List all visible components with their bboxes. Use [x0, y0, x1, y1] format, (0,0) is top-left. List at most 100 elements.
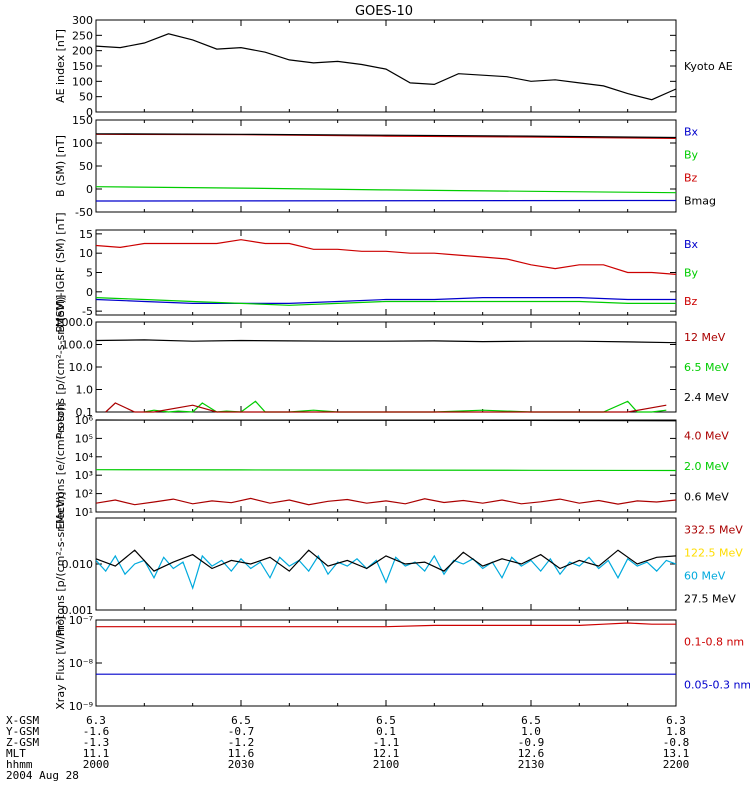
footer-value: 2030 — [228, 758, 255, 771]
series-bmag — [95, 133, 677, 139]
y-tick-label: 100.0 — [62, 339, 94, 352]
y-tick-label: -5 — [82, 305, 93, 318]
footer-value: -1.2 — [228, 736, 255, 749]
footer-date: 2004 Aug 28 — [6, 769, 79, 782]
series-4-0-mev — [95, 497, 677, 506]
series-0-6-mev — [95, 419, 677, 422]
panel-frame — [95, 19, 677, 113]
panel-frame — [95, 419, 677, 513]
legend-0-1-0-8-nm: 0.1-0.8 nm — [684, 636, 744, 649]
y-tick-label: 50 — [79, 91, 93, 104]
panel-frame — [95, 619, 677, 707]
series-by — [95, 186, 677, 194]
panel-2: -50 0 50 100 150 B (SM) [nT] Bx By Bz Bmag — [54, 114, 716, 219]
footer-value: 6.5 — [231, 714, 251, 727]
y-tick-label: 15 — [79, 228, 93, 241]
y-tick-label: 10² — [75, 488, 93, 501]
y-axis-label: Electrons [e/(cm²-s-sr)] — [54, 402, 67, 529]
series-2-0-mev — [95, 469, 677, 472]
y-tick-label: 150 — [72, 114, 93, 127]
footer-value: 11.6 — [228, 747, 255, 760]
y-tick-label: 0.010 — [62, 558, 94, 571]
y-tick-label: 10⁶ — [75, 414, 94, 427]
legend-0-6-mev: 0.6 MeV — [684, 491, 729, 504]
y-tick-label: 10⁵ — [75, 432, 93, 445]
legend-by: By — [684, 267, 699, 280]
legend-kyoto-ae: Kyoto AE — [684, 60, 733, 73]
footer-value: -1.3 — [83, 736, 110, 749]
legend-332-5-mev: 332.5 MeV — [684, 524, 743, 537]
footer-value: 2000 — [83, 758, 110, 771]
y-tick-label: 10 — [79, 247, 93, 260]
y-tick-label: 10⁴ — [75, 451, 94, 464]
footer-value: 6.5 — [521, 714, 541, 727]
series-by — [95, 297, 676, 306]
series-bx — [95, 297, 676, 304]
y-tick-label: 0 — [86, 106, 93, 119]
footer-value: 6.3 — [666, 714, 686, 727]
series-12-mev — [105, 402, 667, 413]
y-tick-label: 1.0 — [76, 384, 94, 397]
y-axis-label: B (SM) [nT] — [54, 135, 67, 197]
y-tick-label: 10⁻⁸ — [69, 657, 94, 670]
footer-value: 1.8 — [666, 725, 686, 738]
series-27-5-mev — [95, 549, 677, 572]
y-tick-label: 50 — [79, 160, 93, 173]
y-tick-label: 1000.0 — [55, 316, 94, 329]
legend-by: By — [684, 149, 699, 162]
footer-value: -0.9 — [518, 736, 545, 749]
footer-value: 6.5 — [376, 714, 396, 727]
footer-value: -1.1 — [373, 736, 400, 749]
legend-bz: Bz — [684, 295, 698, 308]
series-6-5-mev — [144, 400, 667, 413]
legend-bz: Bz — [684, 172, 698, 185]
legend-2-0-mev: 2.0 MeV — [684, 460, 729, 473]
legend-60-mev: 60 MeV — [684, 570, 726, 583]
y-tick-label: 300 — [72, 14, 93, 27]
footer-value: 2200 — [663, 758, 690, 771]
plot-title: GOES-10 — [355, 4, 413, 19]
y-axis-label: Protons [p/(cm²-s-sr-MeV)] — [54, 295, 67, 440]
y-axis-label: Protons [p/(cm²-s-sr-MeV)] — [54, 492, 67, 637]
y-tick-label: 250 — [72, 29, 93, 42]
legend-0-05-0-3-nm: 0.05-0.3 nm — [684, 679, 750, 692]
series-kyoto-ae — [95, 33, 677, 101]
footer-value: 1.0 — [521, 725, 541, 738]
footer-ephemeris: X-GSM 6.3 6.5 6.5 6.5 6.3 Y-GSM -1.6 -0.7 0.1 1.0 1… — [6, 714, 689, 782]
legend-bmag: Bmag — [684, 195, 716, 208]
panel-frame — [95, 517, 677, 611]
series-bz — [95, 239, 677, 275]
footer-row-label: X-GSM — [6, 714, 39, 727]
y-tick-label: 0.001 — [62, 604, 94, 617]
y-axis-label: Xray Flux [W/m²] — [54, 616, 67, 709]
footer-row-label: hhmm — [6, 758, 33, 771]
y-tick-label: 10⁻⁷ — [69, 614, 93, 627]
footer-value: 13.1 — [663, 747, 690, 760]
panel-3: -5 0 5 10 15 B (SM)-IGRF (SM) [nT] Bx By Bz — [54, 212, 699, 332]
series-bx — [95, 199, 677, 202]
legend-bx: Bx — [684, 126, 699, 139]
footer-value: 11.1 — [83, 747, 110, 760]
legend-122-5-mev: 122.5 MeV — [684, 547, 743, 560]
y-tick-label: 150 — [72, 60, 93, 73]
footer-row-label: Z-GSM — [6, 736, 39, 749]
footer-value: 2130 — [518, 758, 545, 771]
series-60-mev — [95, 554, 677, 590]
footer-value: -0.8 — [663, 736, 690, 749]
legend-12-mev: 12 MeV — [684, 331, 726, 344]
y-tick-label: 5 — [86, 267, 93, 280]
legend-27-5-mev: 27.5 MeV — [684, 593, 736, 606]
legend-bx: Bx — [684, 238, 699, 251]
y-tick-label: 100 — [72, 137, 93, 150]
y-tick-label: 0 — [86, 183, 93, 196]
footer-row-label: MLT — [6, 747, 26, 760]
footer-value: 2100 — [373, 758, 400, 771]
y-tick-label: 10¹ — [75, 506, 93, 519]
legend-2-4-mev: 2.4 MeV — [684, 391, 729, 404]
panel-1: 0 50 100 150 200 250 300 AE index [nT] Kyoto AE — [54, 14, 733, 119]
footer-value: -1.6 — [83, 725, 110, 738]
